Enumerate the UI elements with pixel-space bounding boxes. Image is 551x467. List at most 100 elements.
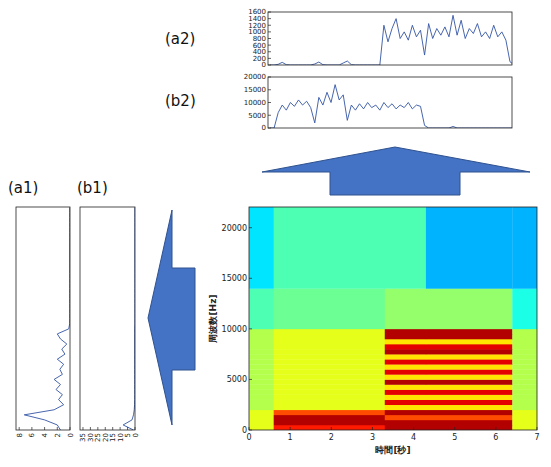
y-tick [268, 65, 271, 66]
y-tick-label: 20000 [222, 224, 247, 233]
y-tick [249, 379, 252, 380]
heat-cell [512, 405, 537, 410]
heat-cell [426, 354, 513, 359]
heat-cell [512, 374, 537, 379]
y-tick-label: 5000 [248, 112, 266, 120]
y-tick-label: 0 [262, 124, 266, 132]
heat-cell [426, 390, 513, 395]
x-axis-label: 時間[秒] [375, 445, 410, 455]
y-axis-label: 周波数[Hz] [208, 295, 218, 344]
heat-cell [249, 344, 274, 349]
x-tick-label: 7 [534, 433, 539, 442]
y-tick-label: 10000 [222, 325, 247, 334]
y-tick-label: 20000 [244, 73, 266, 81]
heat-cell [385, 395, 426, 400]
heat-cell [385, 405, 426, 410]
heat-cell [385, 288, 426, 329]
plot-frame [80, 207, 135, 430]
x-tick-label: 0 [132, 433, 140, 437]
line-series [270, 15, 512, 65]
heat-cell [274, 400, 385, 405]
heat-cell [274, 288, 385, 329]
heat-cell [249, 349, 274, 354]
plot-frame [268, 12, 512, 65]
x-tick [249, 427, 250, 430]
heat-cell [385, 359, 426, 364]
heat-cell [512, 329, 537, 334]
y-tick [268, 115, 271, 116]
x-tick [90, 427, 91, 430]
heat-cell [426, 405, 513, 410]
y-tick [268, 58, 271, 59]
heat-cell [274, 395, 385, 400]
heat-cell [426, 384, 513, 389]
heat-cell [385, 354, 426, 359]
heat-cell [249, 425, 274, 430]
heat-cell [274, 405, 385, 410]
y-tick [249, 328, 252, 329]
heat-cell [249, 420, 274, 425]
x-tick-label: 0 [67, 433, 75, 437]
x-tick [135, 427, 136, 430]
heat-cell [512, 410, 537, 415]
heat-cell [249, 329, 274, 334]
plot-area [24, 208, 69, 430]
heat-cell [249, 374, 274, 379]
heat-cell [512, 334, 537, 339]
heat-cell [385, 390, 426, 395]
heat-cell [426, 349, 513, 354]
x-tick [372, 427, 373, 430]
plot-frame [16, 207, 70, 430]
panel-label: (b2) [165, 92, 196, 110]
heat-cell [512, 369, 537, 374]
heat-cell [249, 405, 274, 410]
heat-cell [274, 354, 385, 359]
heat-cell [274, 359, 385, 364]
plot-area [270, 15, 512, 65]
heat-cell [426, 339, 513, 344]
heat-cell [274, 344, 385, 349]
panel-label: (a1) [8, 179, 38, 197]
heat-cell [385, 425, 426, 430]
heat-cell [274, 415, 385, 420]
plot-area [249, 207, 537, 430]
x-tick [105, 427, 106, 430]
panel-label: (b1) [77, 179, 108, 197]
plot-frame [268, 77, 512, 128]
plot-bg [249, 207, 537, 430]
heat-cell [249, 288, 274, 329]
x-tick [57, 427, 58, 430]
y-tick-label: 0 [242, 426, 247, 435]
heat-cell [426, 374, 513, 379]
heat-cell [274, 425, 385, 430]
heat-cell [385, 369, 426, 374]
heat-cell [249, 207, 274, 289]
y-tick [268, 77, 271, 78]
heat-cell [249, 359, 274, 364]
y-tick-label: 5000 [227, 375, 247, 384]
x-tick [127, 427, 128, 430]
x-tick [537, 427, 538, 430]
heat-cell [426, 344, 513, 349]
heat-cell [512, 349, 537, 354]
line-series [123, 208, 135, 430]
heat-cell [385, 344, 426, 349]
heat-cell [274, 364, 385, 369]
y-tick [268, 31, 271, 32]
heat-cell [274, 390, 385, 395]
heat-cell [512, 379, 537, 384]
y-tick-label: 15000 [244, 86, 266, 94]
heat-cell [426, 288, 513, 329]
heat-cell [512, 395, 537, 400]
y-tick [268, 18, 271, 19]
y-tick-label: 15000 [222, 274, 247, 283]
heat-cell [512, 420, 537, 425]
plot-frame [249, 207, 537, 430]
heat-cell [426, 334, 513, 339]
heat-cell [385, 384, 426, 389]
heat-cell [426, 369, 513, 374]
x-tick [120, 427, 121, 430]
x-tick-label: 6 [493, 433, 498, 442]
x-tick [70, 427, 71, 430]
heat-cell [385, 349, 426, 354]
